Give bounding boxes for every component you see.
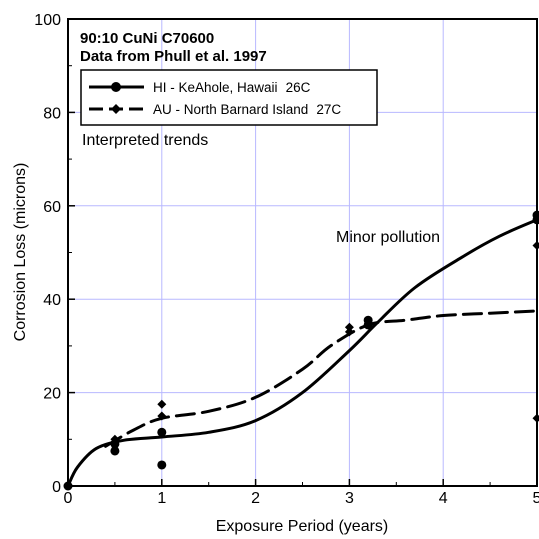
point-au-diamond (344, 327, 354, 337)
y-tick-label: 0 (52, 479, 61, 496)
y-tick-label: 80 (43, 105, 61, 122)
point-hi-circle (110, 439, 120, 449)
legend-box (80, 69, 378, 126)
point-au-diamond (157, 411, 167, 421)
trend-lines (66, 218, 539, 488)
x-tick-label: 5 (533, 490, 539, 507)
y-tick-label: 100 (34, 12, 61, 29)
chart-subtitle: Data from Phull et al. 1997 (80, 48, 267, 65)
x-axis-label: Exposure Period (years) (216, 518, 389, 535)
trend-line-series-0 (66, 218, 539, 488)
annotation-minor-pollution: Minor pollution (336, 229, 440, 246)
point-hi-circle (110, 446, 120, 456)
legend-marker-hi (111, 82, 121, 92)
x-tick-label: 3 (345, 490, 354, 507)
legend-marker-au (111, 104, 121, 114)
point-au-diamond (110, 434, 120, 444)
annotation-interpreted-trends: Interpreted trends (82, 132, 208, 149)
x-tick-label: 1 (157, 490, 166, 507)
y-tick-label: 40 (43, 292, 61, 309)
x-tick-label: 4 (439, 490, 448, 507)
point-au-diamond (344, 322, 354, 332)
x-tick-label: 2 (251, 490, 260, 507)
point-au-diamond (532, 240, 539, 250)
trend-line-series-1 (104, 309, 539, 448)
point-hi-circle (157, 460, 167, 470)
y-tick-label: 60 (43, 199, 61, 216)
legend: HI - KeAhole, Hawaii 26C AU - North Barna… (80, 69, 378, 126)
point-au-diamond (157, 399, 167, 409)
y-axis-label: Corrosion Loss (microns) (12, 163, 29, 342)
axis-ticks: 0 1 2 3 4 5 0 20 40 60 80 100 (34, 12, 539, 507)
legend-label-au: AU - North Barnard Island 27C (153, 102, 341, 117)
data-points (63, 210, 539, 491)
x-tick-label: 0 (64, 490, 73, 507)
point-au-diamond (532, 413, 539, 423)
chart-title: 90:10 CuNi C70600 (80, 30, 214, 47)
legend-label-hi: HI - KeAhole, Hawaii 26C (153, 80, 311, 95)
point-hi-circle (363, 320, 373, 330)
y-tick-label: 20 (43, 386, 61, 403)
point-hi-circle (157, 427, 167, 437)
